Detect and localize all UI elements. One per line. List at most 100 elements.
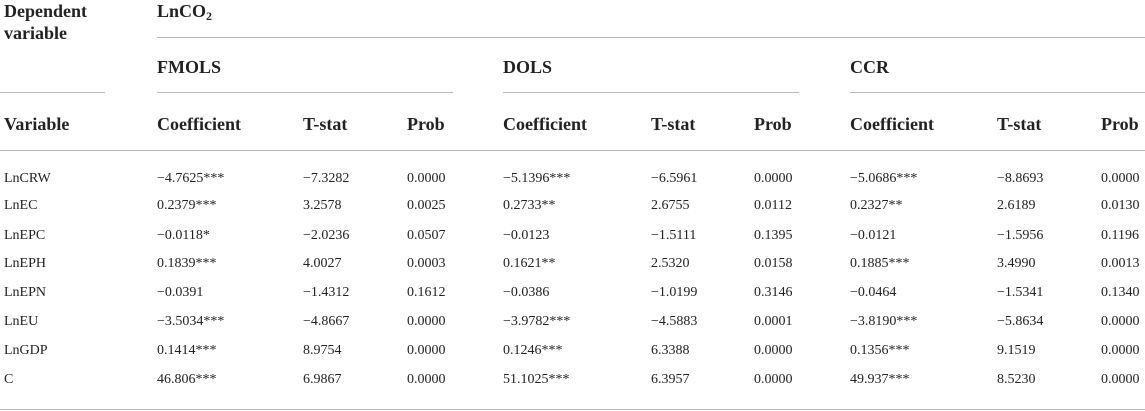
row-coefficient-cell: −0.0386 (503, 285, 550, 300)
group-header-dols: DOLS (503, 57, 553, 77)
rule-under-dependent (157, 37, 1145, 38)
row-t-stat-cell: 3.4990 (997, 256, 1036, 271)
column-header-t-stat: T-stat (651, 114, 696, 134)
row-coefficient-cell: 51.1025*** (503, 372, 570, 387)
column-header-prob: Prob (754, 114, 792, 134)
row-coefficient-cell: −0.0118* (157, 228, 210, 243)
row-coefficient-cell: 0.1246*** (503, 343, 563, 358)
row-coefficient-cell: 0.1839*** (157, 256, 217, 271)
row-t-stat-cell: 6.3957 (651, 372, 690, 387)
row-variable: LnCRW (4, 171, 51, 186)
row-t-stat-cell: −1.5111 (651, 228, 697, 243)
dependent-name: LnCO2 (157, 0, 212, 22)
row-t-stat-cell: 2.6755 (651, 198, 690, 213)
row-prob-cell: 0.0507 (407, 228, 446, 243)
row-coefficient-cell: −3.5034*** (157, 314, 225, 329)
row-prob-cell: 0.0000 (1101, 372, 1140, 387)
row-coefficient-cell: 0.1885*** (850, 256, 910, 271)
row-t-stat-cell: −1.0199 (651, 285, 698, 300)
column-header-t-stat: T-stat (997, 114, 1042, 134)
row-variable: LnEC (4, 198, 38, 213)
row-prob-cell: 0.0130 (1101, 198, 1140, 213)
row-t-stat-cell: 3.2578 (303, 198, 342, 213)
row-t-stat-cell: 4.0027 (303, 256, 342, 271)
row-prob-cell: 0.1612 (407, 285, 446, 300)
row-t-stat-cell: −8.8693 (997, 171, 1044, 186)
row-prob-cell: 0.0001 (754, 314, 793, 329)
dependent-variable-line: variable (4, 23, 67, 43)
group-header-ccr: CCR (850, 57, 889, 77)
row-coefficient-cell: −3.9782*** (503, 314, 571, 329)
rule-table-bottom (0, 409, 1145, 410)
row-coefficient-cell: −0.0123 (503, 228, 550, 243)
row-t-stat-cell: −7.3282 (303, 171, 350, 186)
row-prob-cell: 0.0000 (407, 343, 446, 358)
dependent-name-main: LnCO (157, 1, 207, 21)
rule-under-dependent-label (0, 92, 105, 93)
row-coefficient-cell: −3.8190*** (850, 314, 918, 329)
row-variable: LnEPC (4, 228, 46, 243)
row-coefficient-cell: 0.1356*** (850, 343, 910, 358)
row-t-stat-cell: 6.3388 (651, 343, 690, 358)
group-header-fmols: FMOLS (157, 57, 222, 77)
row-coefficient-cell: −0.0121 (850, 228, 897, 243)
row-t-stat-cell: 9.1519 (997, 343, 1036, 358)
row-prob-cell: 0.1196 (1101, 228, 1139, 243)
row-t-stat-cell: 8.5230 (997, 372, 1036, 387)
row-prob-cell: 0.0000 (1101, 171, 1140, 186)
rule-under-ccr (850, 92, 1145, 93)
row-prob-cell: 0.1395 (754, 228, 793, 243)
row-coefficient-cell: −5.0686*** (850, 171, 918, 186)
row-t-stat-cell: −5.8634 (997, 314, 1044, 329)
row-prob-cell: 0.0003 (407, 256, 446, 271)
row-prob-cell: 0.0000 (754, 171, 793, 186)
dependent-variable-line: Dependent (4, 1, 88, 21)
row-coefficient-cell: 0.2379*** (157, 198, 217, 213)
column-header-coefficient: Coefficient (850, 114, 934, 134)
row-variable: LnGDP (4, 343, 48, 358)
row-t-stat-cell: −1.5341 (997, 285, 1044, 300)
row-t-stat-cell: 2.5320 (651, 256, 690, 271)
row-t-stat-cell: −6.5961 (651, 171, 698, 186)
row-prob-cell: 0.0000 (407, 372, 446, 387)
column-header-coefficient: Coefficient (503, 114, 587, 134)
row-variable: LnEPN (4, 285, 46, 300)
row-coefficient-cell: −4.7625*** (157, 171, 225, 186)
row-prob-cell: 0.0000 (1101, 343, 1140, 358)
column-header-coefficient: Coefficient (157, 114, 241, 134)
column-header-t-stat: T-stat (303, 114, 348, 134)
row-prob-cell: 0.0025 (407, 198, 446, 213)
row-variable: LnEU (4, 314, 39, 329)
row-prob-cell: 0.0000 (407, 171, 446, 186)
dependent-name-subscript: 2 (206, 9, 213, 23)
column-header-variable: Variable (4, 114, 70, 134)
row-prob-cell: 0.1340 (1101, 285, 1140, 300)
row-prob-cell: 0.0000 (407, 314, 446, 329)
row-prob-cell: 0.0013 (1101, 256, 1140, 271)
row-t-stat-cell: −1.4312 (303, 285, 350, 300)
row-coefficient-cell: 0.2327** (850, 198, 903, 213)
row-t-stat-cell: 2.6189 (997, 198, 1036, 213)
column-header-prob: Prob (407, 114, 445, 134)
rule-under-column-headers (0, 150, 1145, 151)
row-prob-cell: 0.0000 (1101, 314, 1140, 329)
row-t-stat-cell: −2.0236 (303, 228, 350, 243)
row-coefficient-cell: 0.1414*** (157, 343, 217, 358)
row-t-stat-cell: 8.9754 (303, 343, 342, 358)
row-prob-cell: 0.0000 (754, 372, 793, 387)
row-prob-cell: 0.0000 (754, 343, 793, 358)
dependent-variable-header: Dependent variable (4, 0, 87, 44)
row-coefficient-cell: −0.0391 (157, 285, 204, 300)
row-coefficient-cell: −0.0464 (850, 285, 897, 300)
column-header-prob: Prob (1101, 114, 1139, 134)
row-t-stat-cell: −1.5956 (997, 228, 1044, 243)
row-prob-cell: 0.3146 (754, 285, 793, 300)
row-t-stat-cell: −4.5883 (651, 314, 698, 329)
row-coefficient-cell: 46.806*** (157, 372, 217, 387)
row-variable: LnEPH (4, 256, 46, 271)
row-prob-cell: 0.0158 (754, 256, 793, 271)
row-coefficient-cell: −5.1396*** (503, 171, 571, 186)
row-coefficient-cell: 0.2733** (503, 198, 556, 213)
row-prob-cell: 0.0112 (754, 198, 792, 213)
rule-under-dols (503, 92, 799, 93)
